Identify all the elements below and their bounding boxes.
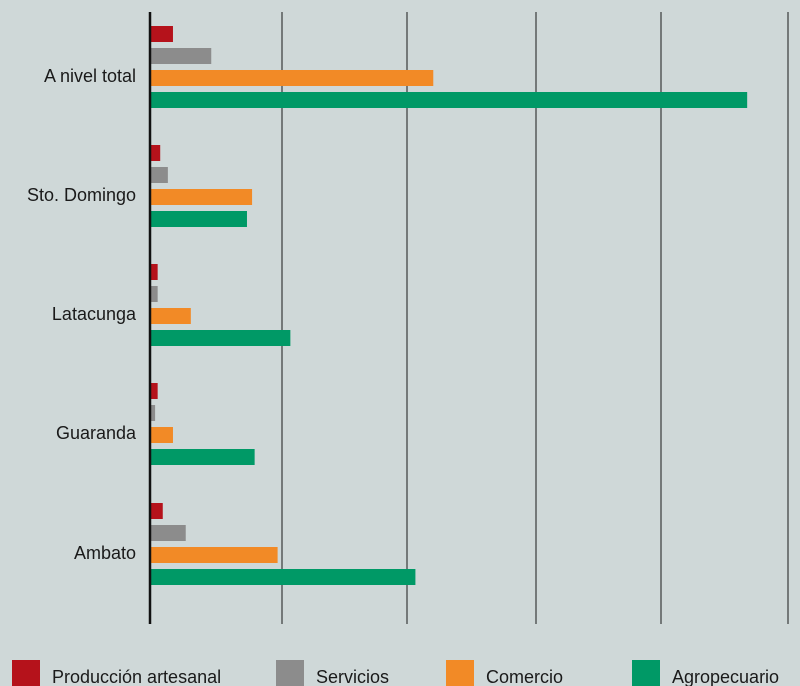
bar-2-2 bbox=[150, 308, 191, 324]
legend-label-3: Agropecuario bbox=[672, 667, 779, 686]
bar-0-2 bbox=[150, 70, 434, 86]
bar-4-2 bbox=[150, 547, 278, 563]
bar-2-1 bbox=[150, 286, 158, 302]
bar-3-2 bbox=[150, 427, 173, 443]
bar-4-3 bbox=[150, 569, 416, 585]
legend-label-1: Servicios bbox=[316, 667, 389, 686]
legend-swatch-3 bbox=[632, 660, 660, 686]
category-label-2: Latacunga bbox=[52, 304, 137, 324]
bar-1-1 bbox=[150, 167, 168, 183]
category-label-3: Guaranda bbox=[56, 423, 137, 443]
bar-2-0 bbox=[150, 264, 158, 280]
category-label-4: Ambato bbox=[74, 543, 136, 563]
bar-3-0 bbox=[150, 383, 158, 399]
bar-4-1 bbox=[150, 525, 186, 541]
bar-3-1 bbox=[150, 405, 156, 421]
legend-swatch-2 bbox=[446, 660, 474, 686]
bars bbox=[150, 26, 748, 585]
legend-label-2: Comercio bbox=[486, 667, 563, 686]
legend-swatch-0 bbox=[12, 660, 40, 686]
category-labels: A nivel total Sto. Domingo Latacunga Guaran… bbox=[27, 66, 137, 563]
bar-1-0 bbox=[150, 145, 161, 161]
bar-0-0 bbox=[150, 26, 173, 42]
bar-1-2 bbox=[150, 189, 253, 205]
gridlines bbox=[281, 12, 789, 624]
bar-0-3 bbox=[150, 92, 748, 108]
bar-1-3 bbox=[150, 211, 247, 227]
bar-2-3 bbox=[150, 330, 291, 346]
bar-0-1 bbox=[150, 48, 212, 64]
legend: Producción artesanal Servicios Comercio Agr… bbox=[12, 660, 779, 686]
legend-swatch-1 bbox=[276, 660, 304, 686]
bar-3-3 bbox=[150, 449, 255, 465]
category-label-0: A nivel total bbox=[44, 66, 136, 86]
category-label-1: Sto. Domingo bbox=[27, 185, 136, 205]
legend-label-0: Producción artesanal bbox=[52, 667, 221, 686]
bar-4-0 bbox=[150, 503, 163, 519]
